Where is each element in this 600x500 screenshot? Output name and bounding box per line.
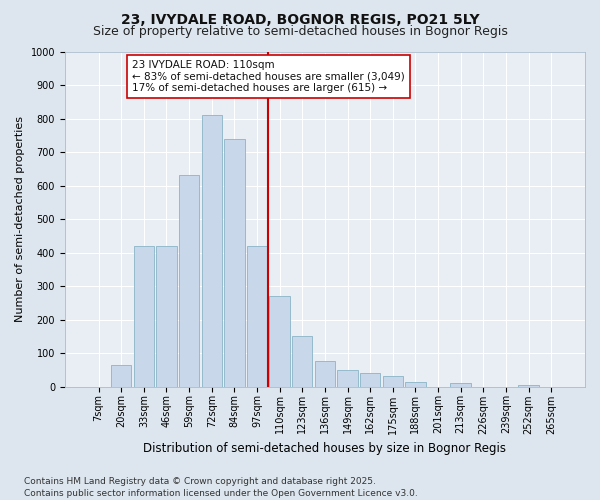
Bar [179,176,199,386]
Y-axis label: Number of semi-detached properties: Number of semi-detached properties [15,116,25,322]
Bar [315,362,335,386]
Text: 23 IVYDALE ROAD: 110sqm
← 83% of semi-detached houses are smaller (3,049)
17% of: 23 IVYDALE ROAD: 110sqm ← 83% of semi-de… [133,60,405,93]
Bar [224,138,245,386]
Bar [518,385,539,386]
X-axis label: Distribution of semi-detached houses by size in Bognor Regis: Distribution of semi-detached houses by … [143,442,506,455]
Bar [337,370,358,386]
Bar [383,376,403,386]
Bar [111,365,131,386]
Bar [247,246,267,386]
Bar [202,115,222,386]
Bar [134,246,154,386]
Text: 23, IVYDALE ROAD, BOGNOR REGIS, PO21 5LY: 23, IVYDALE ROAD, BOGNOR REGIS, PO21 5LY [121,12,479,26]
Bar [405,382,425,386]
Text: Contains HM Land Registry data © Crown copyright and database right 2025.
Contai: Contains HM Land Registry data © Crown c… [24,476,418,498]
Bar [269,296,290,386]
Text: Size of property relative to semi-detached houses in Bognor Regis: Size of property relative to semi-detach… [92,25,508,38]
Bar [451,383,471,386]
Bar [292,336,313,386]
Bar [157,246,176,386]
Bar [360,373,380,386]
